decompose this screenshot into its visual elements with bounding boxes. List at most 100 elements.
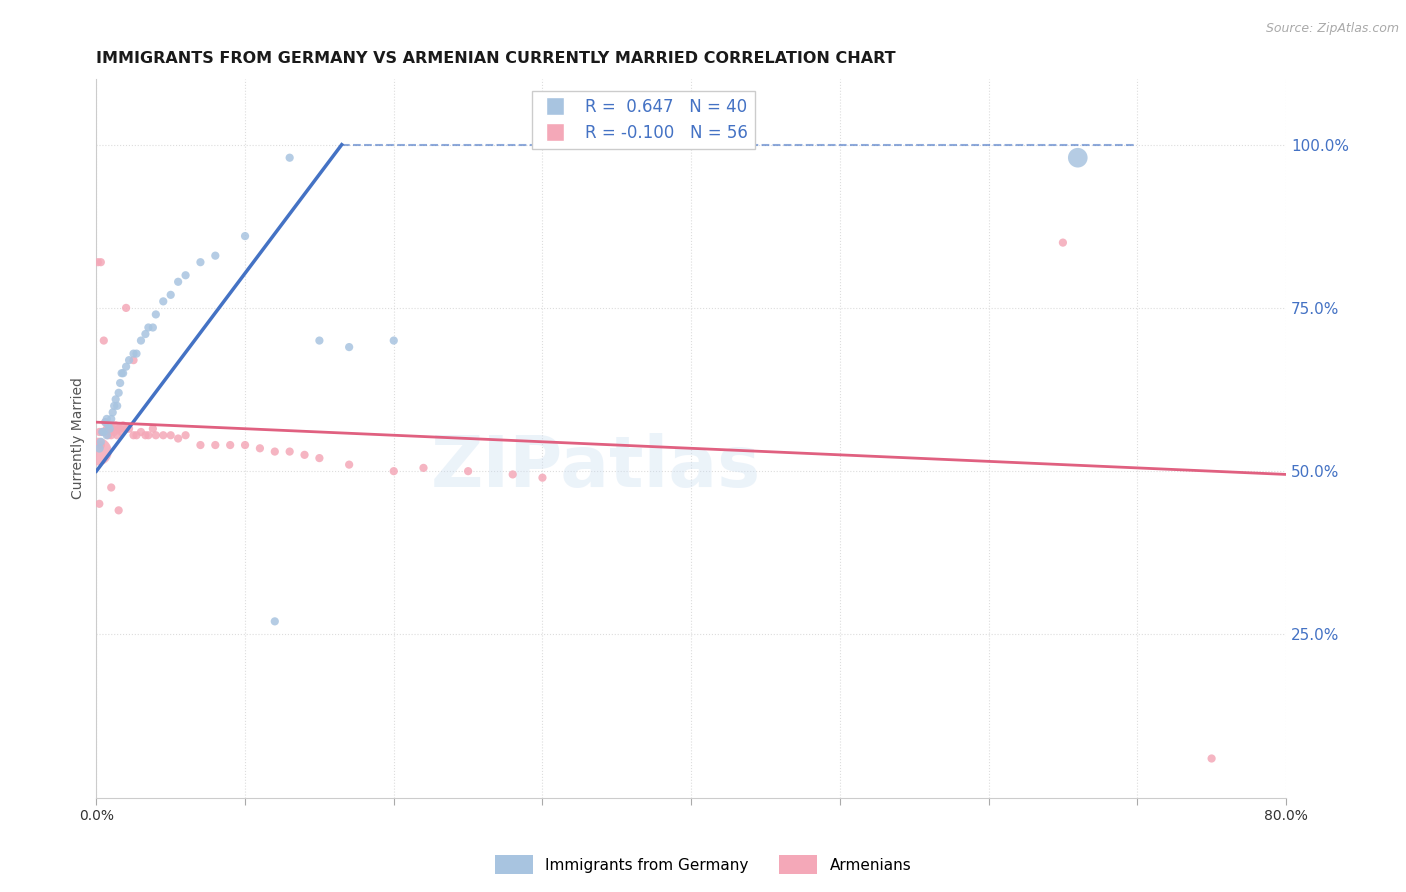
Point	[115, 301, 138, 315]
Point	[190, 438, 212, 452]
Text: Source: ZipAtlas.com: Source: ZipAtlas.com	[1265, 22, 1399, 36]
Legend: Immigrants from Germany, Armenians: Immigrants from Germany, Armenians	[489, 849, 917, 880]
Point	[278, 151, 301, 165]
Point	[204, 249, 226, 263]
Point	[108, 422, 131, 436]
Point	[111, 425, 134, 439]
Point	[104, 392, 127, 407]
Point	[337, 458, 360, 472]
Point	[278, 444, 301, 458]
Point	[122, 428, 145, 442]
Point	[129, 334, 152, 348]
Y-axis label: Currently Married: Currently Married	[72, 377, 86, 500]
Point	[97, 418, 120, 433]
Point	[103, 425, 125, 439]
Point	[412, 461, 434, 475]
Point	[308, 334, 330, 348]
Point	[100, 481, 122, 495]
Point	[294, 448, 316, 462]
Point	[98, 422, 121, 436]
Point	[115, 422, 138, 436]
Point	[263, 444, 285, 458]
Point	[107, 503, 129, 517]
Point	[103, 399, 125, 413]
Point	[100, 428, 122, 442]
Point	[90, 434, 112, 449]
Point	[94, 415, 117, 429]
Point	[96, 422, 118, 436]
Text: IMMIGRANTS FROM GERMANY VS ARMENIAN CURRENTLY MARRIED CORRELATION CHART: IMMIGRANTS FROM GERMANY VS ARMENIAN CURR…	[97, 51, 896, 66]
Point	[101, 422, 124, 436]
Point	[90, 438, 112, 452]
Point	[382, 464, 405, 478]
Point	[134, 326, 156, 341]
Point	[167, 275, 190, 289]
Point	[93, 425, 115, 439]
Point	[115, 359, 138, 374]
Point	[233, 438, 256, 452]
Point	[91, 425, 114, 439]
Point	[145, 428, 167, 442]
Point	[93, 425, 115, 439]
Point	[152, 428, 174, 442]
Point	[104, 418, 127, 433]
Point	[118, 422, 141, 436]
Point	[107, 422, 129, 436]
Point	[457, 464, 479, 478]
Point	[125, 428, 148, 442]
Point	[118, 353, 141, 368]
Point	[152, 294, 174, 309]
Point	[108, 376, 131, 390]
Point	[145, 308, 167, 322]
Text: ZIPatlas: ZIPatlas	[430, 433, 761, 501]
Point	[167, 432, 190, 446]
Point	[122, 346, 145, 360]
Point	[337, 340, 360, 354]
Point	[190, 255, 212, 269]
Point	[159, 288, 181, 302]
Point	[111, 366, 134, 380]
Point	[107, 385, 129, 400]
Point	[93, 334, 115, 348]
Point	[142, 320, 165, 334]
Point	[87, 444, 110, 458]
Point	[249, 442, 271, 456]
Point	[89, 425, 111, 439]
Point	[112, 418, 135, 433]
Point	[96, 412, 118, 426]
Point	[105, 399, 128, 413]
Point	[1067, 151, 1090, 165]
Point	[90, 255, 112, 269]
Point	[98, 425, 121, 439]
Point	[97, 428, 120, 442]
Point	[382, 334, 405, 348]
Point	[91, 425, 114, 439]
Point	[142, 422, 165, 436]
Point	[1052, 235, 1074, 250]
Point	[101, 405, 124, 419]
Point	[96, 428, 118, 442]
Point	[219, 438, 242, 452]
Point	[112, 366, 135, 380]
Point	[174, 428, 197, 442]
Point	[89, 497, 111, 511]
Point	[159, 428, 181, 442]
Point	[308, 451, 330, 466]
Point	[134, 428, 156, 442]
Point	[233, 229, 256, 244]
Point	[94, 415, 117, 429]
Point	[174, 268, 197, 283]
Point	[502, 467, 524, 482]
Point	[531, 471, 554, 485]
Point	[138, 320, 160, 334]
Point	[138, 428, 160, 442]
Point	[100, 412, 122, 426]
Point	[125, 346, 148, 360]
Point	[204, 438, 226, 452]
Point	[263, 615, 285, 629]
Point	[1201, 751, 1223, 765]
Point	[87, 255, 110, 269]
Legend: R =  0.647   N = 40, R = -0.100   N = 56: R = 0.647 N = 40, R = -0.100 N = 56	[531, 91, 755, 149]
Point	[105, 428, 128, 442]
Point	[122, 353, 145, 368]
